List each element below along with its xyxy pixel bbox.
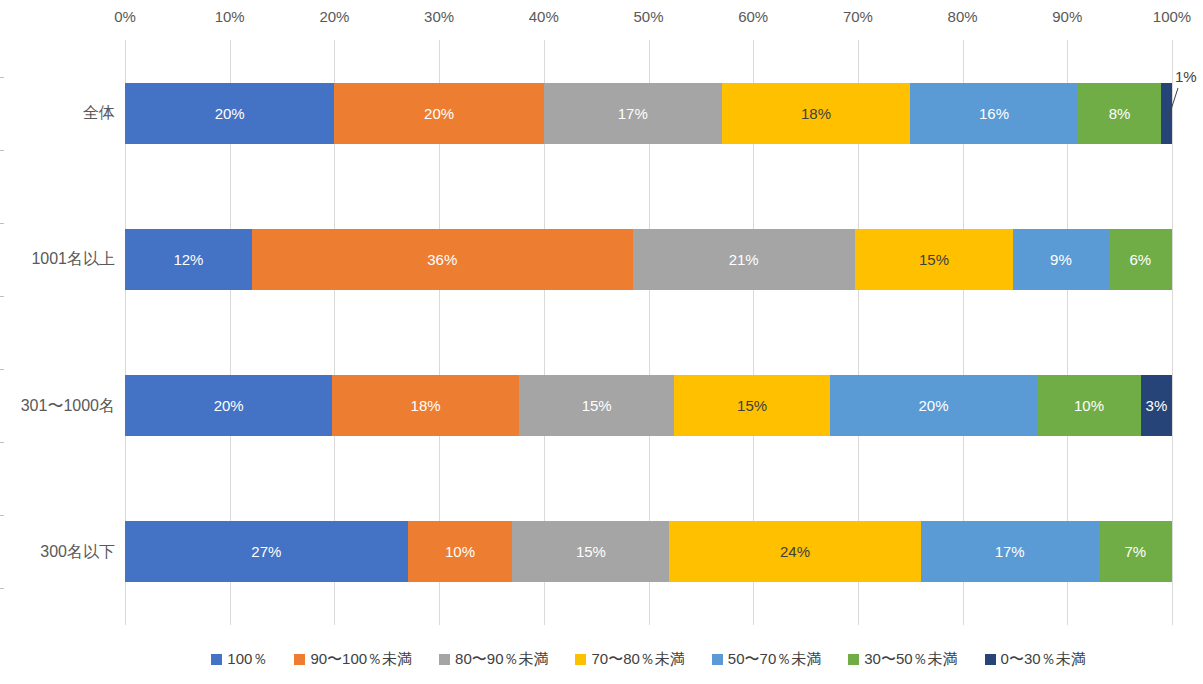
- legend-item: 30〜50％未満: [848, 650, 957, 669]
- axis-minor-tick: [0, 77, 4, 78]
- axis-minor-tick: [0, 150, 4, 151]
- legend-swatch-icon: [848, 654, 859, 665]
- axis-minor-tick: [0, 442, 4, 443]
- category-label: 301〜1000名: [0, 395, 115, 416]
- bar-segment: 21%: [633, 229, 855, 290]
- bar-segment: 17%: [921, 521, 1099, 582]
- legend-swatch-icon: [439, 654, 450, 665]
- legend-swatch-icon: [575, 654, 586, 665]
- bar-segment: 20%: [125, 83, 334, 144]
- category-label: 1001名以上: [0, 249, 115, 270]
- bar-segment: 8%: [1078, 83, 1162, 144]
- bar-segment: 20%: [334, 83, 543, 144]
- legend-label: 80〜90％未満: [455, 650, 548, 669]
- legend-item: 0〜30％未満: [985, 650, 1086, 669]
- legend-label: 50〜70％未満: [728, 650, 821, 669]
- bar-segment: 6%: [1109, 229, 1172, 290]
- bar-row: 27%10%15%24%17%7%: [125, 521, 1172, 582]
- bar-segment: 15%: [512, 521, 669, 582]
- legend-swatch-icon: [712, 654, 723, 665]
- chart-legend: 100％ 90〜100％未満 80〜90％未満 70〜80％未満 50〜70％未満 30〜…: [125, 650, 1172, 669]
- legend-label: 30〜50％未満: [864, 650, 957, 669]
- axis-minor-tick: [0, 296, 4, 297]
- bar-segment: 16%: [910, 83, 1078, 144]
- x-tick-label: 30%: [424, 8, 454, 25]
- gridline: [1172, 40, 1173, 625]
- legend-label: 90〜100％未満: [310, 650, 412, 669]
- legend-swatch-icon: [985, 654, 996, 665]
- bar-row: 20%18%15%15%20%10%3%: [125, 375, 1172, 436]
- bar-segment: 10%: [408, 521, 513, 582]
- stacked-bar-chart: 0%10%20%30%40%50%60%70%80%90%100% 全体20%2…: [0, 0, 1203, 684]
- bar-segment: 20%: [125, 375, 332, 436]
- legend-item: 100％: [211, 650, 267, 669]
- bar-row: 12%36%21%15%9%6%: [125, 229, 1172, 290]
- x-tick-label: 100%: [1153, 8, 1191, 25]
- bar-segment: 18%: [332, 375, 519, 436]
- bar-segment: [1161, 83, 1171, 144]
- bar-segment: 17%: [544, 83, 722, 144]
- legend-item: 80〜90％未満: [439, 650, 548, 669]
- legend-swatch-icon: [294, 654, 305, 665]
- x-tick-label: 90%: [1052, 8, 1082, 25]
- bar-segment: 27%: [125, 521, 408, 582]
- legend-swatch-icon: [211, 654, 222, 665]
- legend-item: 70〜80％未満: [575, 650, 684, 669]
- bar-segment: 36%: [252, 229, 633, 290]
- bar-segment: 10%: [1037, 375, 1141, 436]
- axis-minor-tick: [0, 588, 4, 589]
- bar-segment: 15%: [519, 375, 674, 436]
- bar-segment: 12%: [125, 229, 252, 290]
- category-label: 300名以下: [0, 541, 115, 562]
- legend-item: 50〜70％未満: [712, 650, 821, 669]
- legend-item: 90〜100％未満: [294, 650, 412, 669]
- bar-segment: 18%: [722, 83, 910, 144]
- axis-minor-tick: [0, 515, 4, 516]
- category-label: 全体: [0, 103, 115, 124]
- bar-segment: 9%: [1013, 229, 1108, 290]
- x-tick-label: 0%: [114, 8, 136, 25]
- callout-label: 1%: [1175, 68, 1197, 85]
- legend-label: 100％: [227, 650, 267, 669]
- x-tick-label: 20%: [319, 8, 349, 25]
- x-tick-label: 80%: [948, 8, 978, 25]
- legend-label: 0〜30％未満: [1001, 650, 1086, 669]
- x-tick-label: 70%: [843, 8, 873, 25]
- legend-label: 70〜80％未満: [591, 650, 684, 669]
- x-tick-label: 10%: [215, 8, 245, 25]
- bar-segment: 7%: [1099, 521, 1172, 582]
- bar-segment: 15%: [674, 375, 829, 436]
- x-tick-label: 60%: [738, 8, 768, 25]
- x-tick-label: 40%: [529, 8, 559, 25]
- bar-segment: 3%: [1141, 375, 1172, 436]
- bar-segment: 20%: [830, 375, 1037, 436]
- x-tick-label: 50%: [633, 8, 663, 25]
- bar-segment: 24%: [669, 521, 920, 582]
- axis-minor-tick: [0, 223, 4, 224]
- bar-segment: 15%: [855, 229, 1014, 290]
- axis-minor-tick: [0, 369, 4, 370]
- bar-row: 20%20%17%18%16%8%: [125, 83, 1172, 144]
